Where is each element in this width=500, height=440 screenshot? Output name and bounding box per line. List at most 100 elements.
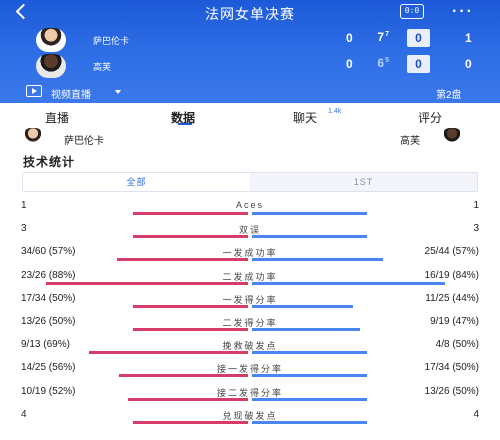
tab-live[interactable]: 直播 — [45, 111, 70, 125]
right-player-name: 高芙 — [400, 136, 420, 147]
stat-row: 34/60 (57%) 一发成功率 25/44 (57%) — [0, 246, 500, 268]
player-1-avatar — [36, 28, 66, 52]
stat-label: 一发成功率 — [222, 248, 278, 259]
stat-right-bar — [252, 258, 383, 262]
stat-right-bar — [252, 397, 367, 401]
stat-left-value: 1 — [21, 200, 27, 211]
player-2-current-games: 0 — [407, 55, 430, 73]
stat-left-value: 34/60 (57%) — [21, 246, 76, 258]
left-player-avatar — [22, 128, 44, 146]
current-set-label: 第2盘 — [436, 90, 462, 101]
player-2-name: 高芙 — [93, 62, 112, 72]
video-play-icon[interactable] — [26, 85, 42, 97]
stat-right-value: 13/26 (50%) — [424, 385, 479, 397]
player-1-tiebreak: 7 — [385, 31, 389, 38]
stat-left-bar — [133, 328, 248, 331]
stat-right-bar — [252, 281, 445, 285]
stat-right-bar — [252, 420, 367, 424]
stat-right-value: 25/44 (57%) — [424, 246, 479, 258]
stat-row: 17/34 (50%) 一发得分率 11/25 (44%) — [0, 293, 500, 315]
stat-row: 1 Aces 1 — [0, 200, 500, 222]
stat-left-bar — [89, 351, 248, 355]
stat-row: 13/26 (50%) 二发得分率 9/19 (47%) — [0, 316, 500, 338]
segment-all[interactable]: 全部 — [23, 173, 250, 191]
stat-right-bar — [252, 212, 367, 215]
stat-label: 接二发得分率 — [216, 387, 283, 398]
player-compare: 萨巴伦卡 高芙 — [0, 126, 500, 148]
player-2-avatar — [36, 54, 66, 78]
stat-left-value: 23/26 (88%) — [21, 269, 76, 281]
stat-row: 10/19 (52%) 接二发得分率 13/26 (50%) — [0, 386, 500, 408]
stat-left-value: 10/19 (52%) — [21, 385, 76, 397]
stat-right-value: 17/34 (50%) — [424, 362, 479, 374]
stat-left-bar — [128, 397, 248, 401]
stat-right-value: 4 — [473, 408, 479, 420]
more-options-icon[interactable]: ··· — [452, 3, 474, 20]
stat-label: 二发得分率 — [222, 318, 278, 328]
stat-label: 双误 — [238, 225, 261, 236]
stat-left-bar — [133, 304, 248, 308]
player-2-tiebreak: 5 — [385, 57, 389, 64]
chat-count-badge: 1.4k — [328, 108, 342, 115]
stat-left-bar — [133, 235, 248, 239]
stat-right-value: 4/8 (50%) — [435, 339, 479, 351]
stat-label: 兑现破发点 — [222, 410, 278, 421]
stat-left-bar — [119, 374, 248, 378]
stat-left-value: 3 — [21, 223, 27, 235]
page-title: 法网女单决赛 — [205, 6, 295, 22]
stat-label: 挽救破发点 — [222, 341, 278, 352]
player-2-set1-games: 65 — [377, 56, 389, 70]
stat-label: 接一发得分率 — [216, 364, 283, 375]
player-1-set1-games: 77 — [377, 30, 389, 44]
stat-left-value: 14/25 (56%) — [21, 362, 76, 374]
scoreboard-icon[interactable]: 0:0 — [400, 4, 424, 19]
stat-left-bar — [133, 212, 248, 215]
stat-left-value: 17/34 (50%) — [21, 292, 76, 304]
stat-row: 4 兑现破发点 4 — [0, 409, 500, 431]
tab-stats[interactable]: 数据 — [171, 111, 196, 125]
stat-right-value: 3 — [473, 223, 479, 235]
section-title: 技术统计 — [23, 155, 76, 169]
player-1-name: 萨巴伦卡 — [93, 36, 130, 46]
stat-right-value: 9/19 (47%) — [430, 316, 479, 327]
stat-right-bar — [252, 235, 367, 239]
player-2-sets: 0 — [346, 57, 353, 71]
segment-1st[interactable]: 1ST — [353, 177, 374, 187]
stat-right-value: 1 — [473, 200, 479, 211]
player-row-2: 高芙 0 65 0 0 — [0, 54, 500, 78]
stat-label: 一发得分率 — [222, 294, 278, 305]
tab-bar: 直播 数据 聊天 1.4k 评分 — [0, 104, 500, 126]
stat-row: 3 双误 3 — [0, 223, 500, 245]
stat-right-value: 16/19 (84%) — [424, 269, 479, 281]
player-1-sets: 0 — [346, 31, 353, 45]
set-filter-segment: 全部 1ST — [22, 172, 478, 192]
stat-row: 14/25 (56%) 接一发得分率 17/34 (50%) — [0, 362, 500, 384]
left-player-name: 萨巴伦卡 — [64, 136, 104, 147]
match-header: 法网女单决赛 0:0 ··· 萨巴伦卡 0 77 0 1 高芙 0 65 0 0… — [0, 0, 500, 103]
tab-rating[interactable]: 评分 — [418, 111, 443, 125]
stat-left-value: 9/13 (69%) — [21, 339, 70, 351]
stat-row: 9/13 (69%) 挽救破发点 4/8 (50%) — [0, 339, 500, 361]
video-bar: 视频直播 第2盘 — [0, 82, 500, 103]
stat-right-bar — [252, 374, 367, 378]
stat-right-bar — [252, 351, 367, 355]
stat-left-bar — [133, 420, 248, 424]
stat-left-bar — [46, 281, 248, 285]
stat-label: Aces — [235, 200, 264, 210]
stat-right-bar — [252, 328, 360, 331]
stat-left-value: 13/26 (50%) — [21, 316, 76, 327]
right-player-avatar — [441, 128, 463, 146]
chevron-down-icon[interactable] — [115, 90, 121, 94]
player-1-points: 1 — [465, 31, 472, 45]
tab-chat[interactable]: 聊天 — [293, 111, 318, 125]
video-live-button[interactable]: 视频直播 — [51, 90, 91, 101]
player-2-points: 0 — [465, 57, 472, 71]
stat-right-bar — [252, 304, 353, 308]
player-1-current-games: 0 — [407, 29, 430, 47]
stat-left-value: 4 — [21, 408, 27, 420]
active-tab-indicator — [178, 123, 192, 125]
stat-right-value: 11/25 (44%) — [425, 292, 479, 304]
stat-row: 23/26 (88%) 二发成功率 16/19 (84%) — [0, 270, 500, 292]
stat-left-bar — [117, 258, 248, 262]
player-row-1: 萨巴伦卡 0 77 0 1 — [0, 28, 500, 52]
